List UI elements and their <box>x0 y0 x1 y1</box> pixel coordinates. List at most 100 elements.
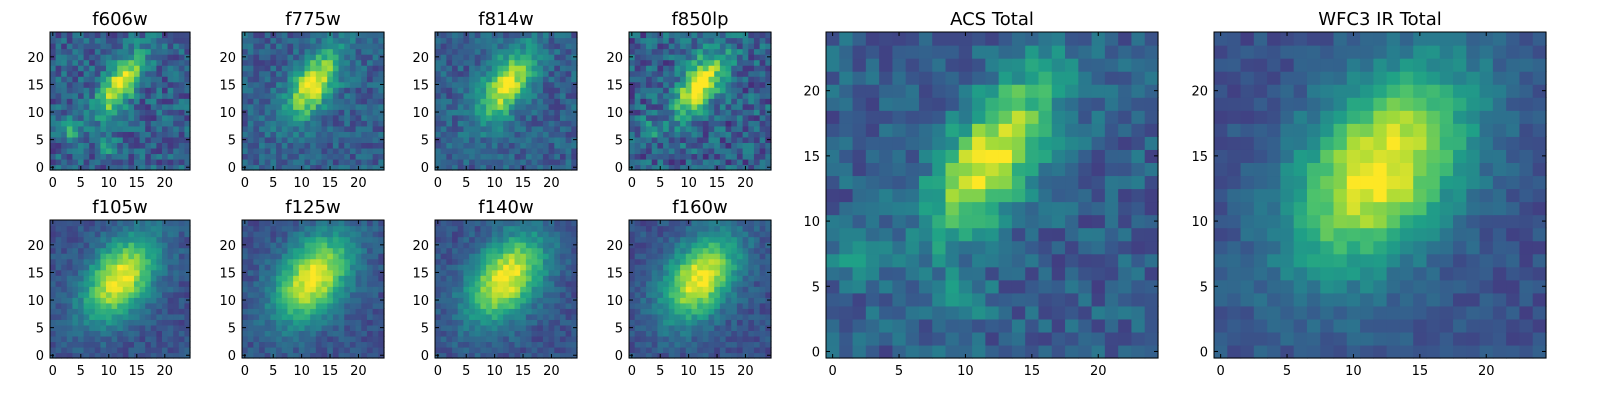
heatmap-cell <box>117 330 124 337</box>
heatmap-cell <box>503 242 510 249</box>
heatmap-cell <box>242 120 249 127</box>
heatmap-cell <box>89 164 96 171</box>
heatmap-cell <box>748 131 755 138</box>
heatmap-cell <box>83 302 90 309</box>
heatmap-cell <box>253 147 260 155</box>
heatmap-cell <box>531 275 538 282</box>
heatmap-cell <box>680 54 687 61</box>
heatmap-cell <box>281 346 289 354</box>
heatmap-cell <box>134 297 141 304</box>
heatmap-cell <box>321 346 328 354</box>
heatmap-cell <box>702 153 710 160</box>
heatmap-cell <box>321 258 328 265</box>
heatmap-cell <box>145 103 152 110</box>
heatmap-cell <box>173 280 180 287</box>
heatmap-cell <box>366 164 374 171</box>
heatmap-cell <box>525 269 533 276</box>
heatmap-cell <box>162 147 169 155</box>
y-tick-label: 20 <box>27 51 44 66</box>
heatmap-cell <box>486 120 493 127</box>
heatmap-cell <box>338 125 345 132</box>
heatmap-cell <box>651 92 658 99</box>
y-tick-label: 5 <box>421 134 429 149</box>
heatmap-cell <box>640 346 647 354</box>
heatmap-cell <box>725 335 732 343</box>
heatmap-cell <box>486 352 493 359</box>
heatmap-cell <box>697 313 704 320</box>
heatmap-cell <box>440 59 447 66</box>
heatmap-cell <box>571 147 578 155</box>
heatmap-cell <box>122 48 129 55</box>
heatmap-cell <box>304 81 311 88</box>
x-tick-label: 10 <box>293 176 310 191</box>
heatmap-cell <box>94 286 101 293</box>
heatmap-cell <box>78 92 85 99</box>
heatmap-cell <box>542 109 550 116</box>
heatmap-cell <box>457 87 464 94</box>
heatmap-cell <box>474 120 482 127</box>
heatmap-cell <box>486 330 493 337</box>
heatmap-cell <box>111 158 118 166</box>
heatmap-cell <box>55 258 62 265</box>
heatmap-cell <box>463 253 470 260</box>
heatmap-cell <box>646 98 653 105</box>
heatmap-cell <box>287 253 294 260</box>
heatmap-cell <box>89 48 96 55</box>
heatmap-cell <box>287 164 294 171</box>
heatmap-cell <box>145 114 152 121</box>
heatmap-cell <box>629 70 636 77</box>
heatmap-cell <box>100 253 107 260</box>
heatmap-cell <box>542 147 550 155</box>
heatmap-cell <box>259 308 266 315</box>
heatmap-cell <box>128 352 135 359</box>
heatmap-cell <box>253 286 260 293</box>
heatmap-cell <box>344 324 351 331</box>
heatmap-cell <box>321 330 328 337</box>
heatmap-cell <box>503 313 510 320</box>
heatmap-cell <box>111 70 118 77</box>
heatmap-cell <box>731 302 738 309</box>
heatmap-cell <box>167 280 174 287</box>
heatmap-cell <box>100 43 107 50</box>
heatmap-cell <box>310 147 317 155</box>
heatmap-cell <box>731 147 738 155</box>
heatmap-cell <box>134 346 141 354</box>
heatmap-cell <box>565 70 572 77</box>
heatmap-cell <box>150 59 157 66</box>
heatmap-cell <box>663 313 670 320</box>
heatmap-cell <box>162 70 169 77</box>
heatmap-cell <box>310 231 317 238</box>
heatmap-cell <box>94 65 101 72</box>
heatmap-cell <box>463 231 470 238</box>
heatmap-cell <box>315 120 323 127</box>
heatmap-cell <box>167 335 174 343</box>
heatmap-cell <box>83 153 90 160</box>
heatmap-cell <box>457 48 464 55</box>
heatmap-cell <box>486 98 493 105</box>
heatmap-cell <box>759 114 766 121</box>
heatmap-cell <box>162 242 169 249</box>
heatmap-cell <box>89 335 96 343</box>
heatmap-cell <box>571 225 578 232</box>
heatmap-cell <box>691 76 698 83</box>
heatmap-cell <box>259 59 266 66</box>
heatmap-cell <box>657 308 664 315</box>
heatmap-cell <box>497 308 504 315</box>
heatmap-cell <box>349 136 357 143</box>
heatmap-cell <box>184 87 191 94</box>
heatmap-cell <box>327 87 334 94</box>
heatmap-cell <box>440 258 447 265</box>
heatmap-cell <box>94 236 101 243</box>
heatmap-cell <box>719 164 727 171</box>
heatmap-cell <box>50 275 57 282</box>
heatmap-cell <box>253 81 260 88</box>
heatmap-cell <box>542 330 550 337</box>
heatmap-cell <box>134 280 141 287</box>
heatmap-cell <box>634 319 641 326</box>
heatmap-cell <box>480 269 487 276</box>
heatmap-cell <box>765 302 772 309</box>
heatmap-cell <box>491 302 499 309</box>
heatmap-cell <box>503 65 510 72</box>
